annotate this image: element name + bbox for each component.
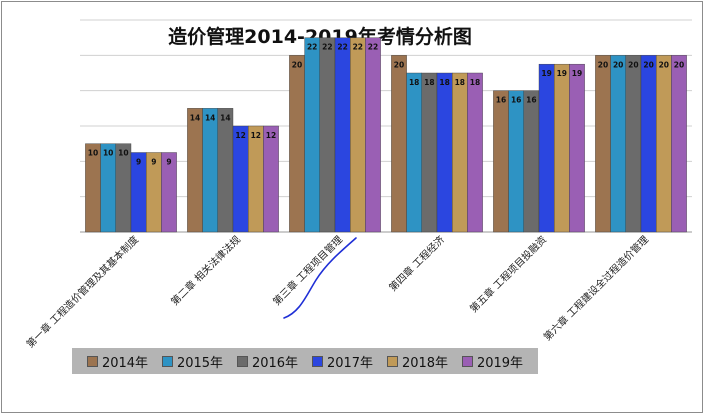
data-label: 16 xyxy=(496,96,506,105)
x-tick-label: 第四章 工程经济 xyxy=(386,233,447,294)
data-label: 14 xyxy=(205,113,215,122)
legend-label: 2017年 xyxy=(326,355,374,371)
data-label: 20 xyxy=(394,60,404,69)
bar xyxy=(640,55,657,233)
legend-swatch xyxy=(161,355,173,367)
bar xyxy=(554,63,570,233)
legend-item: 2016年 xyxy=(236,352,299,371)
data-label: 20 xyxy=(628,60,638,69)
data-label: 22 xyxy=(337,43,347,52)
data-label: 9 xyxy=(151,158,156,167)
data-label: 19 xyxy=(541,69,551,78)
bar xyxy=(656,55,672,233)
data-label: 12 xyxy=(251,131,261,140)
data-label: 12 xyxy=(235,131,245,140)
bar xyxy=(263,125,279,233)
bar xyxy=(350,37,366,233)
bar xyxy=(319,37,336,233)
data-label: 18 xyxy=(409,78,419,87)
bar xyxy=(569,63,585,233)
bar xyxy=(406,72,423,233)
data-label: 10 xyxy=(118,149,128,158)
data-label: 19 xyxy=(557,69,567,78)
data-label: 20 xyxy=(613,60,623,69)
bar xyxy=(493,90,509,233)
data-label: 22 xyxy=(353,43,363,52)
x-tick-label: 第二章 相关法律法规 xyxy=(168,233,243,308)
data-label: 22 xyxy=(322,43,332,52)
chart-title: 造价管理2014-2019年考情分析图 xyxy=(168,26,472,48)
bar xyxy=(289,55,305,233)
bar xyxy=(610,55,626,233)
data-label: 20 xyxy=(659,60,669,69)
data-label: 20 xyxy=(674,60,684,69)
bar xyxy=(334,37,351,233)
bar xyxy=(232,125,249,233)
legend-item: 2014年 xyxy=(86,352,149,371)
bar xyxy=(247,125,264,233)
bar xyxy=(421,72,438,233)
legend-item: 2018年 xyxy=(386,352,449,371)
bar xyxy=(217,108,234,233)
bar xyxy=(625,55,642,233)
legend-label: 2018年 xyxy=(401,355,449,371)
legend-swatch xyxy=(86,355,98,367)
data-label: 16 xyxy=(526,96,536,105)
legend-item: 2017年 xyxy=(311,352,374,371)
legend-swatch xyxy=(311,355,323,367)
x-tick-label: 第一章 工程造价管理及其基本制度 xyxy=(24,233,142,351)
bar xyxy=(365,37,381,233)
data-label: 14 xyxy=(220,113,230,122)
data-label: 22 xyxy=(307,43,317,52)
bar xyxy=(391,55,407,233)
bar xyxy=(187,108,203,233)
data-label: 18 xyxy=(455,78,465,87)
bar xyxy=(595,55,611,233)
data-label: 20 xyxy=(598,60,608,69)
legend-label: 2014年 xyxy=(101,355,149,371)
hand-drawn-underline xyxy=(283,237,357,319)
data-label: 18 xyxy=(424,78,434,87)
data-label: 18 xyxy=(470,78,480,87)
bar xyxy=(671,55,687,233)
data-label: 9 xyxy=(166,158,171,167)
bar xyxy=(452,72,468,233)
bar xyxy=(538,63,555,233)
x-tick-label: 第三章 工程项目管理 xyxy=(270,233,345,308)
legend-label: 2016年 xyxy=(251,355,299,371)
legend-label: 2015年 xyxy=(176,355,224,371)
bar xyxy=(523,90,540,233)
bar xyxy=(467,72,483,233)
chart-legend: 2014年 2015年 2016年 2017年 2018年 2019年 xyxy=(72,348,538,374)
data-label: 10 xyxy=(103,149,113,158)
x-tick-label: 第六章 工程建设全过程造价管理 xyxy=(541,233,651,343)
data-label: 19 xyxy=(572,69,582,78)
data-label: 20 xyxy=(643,60,653,69)
legend-swatch xyxy=(461,355,473,367)
bar xyxy=(508,90,525,233)
data-label: 20 xyxy=(292,60,302,69)
bar xyxy=(161,152,177,233)
data-label: 10 xyxy=(88,149,98,158)
data-label: 14 xyxy=(190,113,200,122)
legend-swatch xyxy=(386,355,398,367)
bar xyxy=(202,108,219,233)
legend-item: 2015年 xyxy=(161,352,224,371)
data-label: 9 xyxy=(136,158,141,167)
legend-item: 2019年 xyxy=(461,352,524,371)
legend-label: 2019年 xyxy=(476,355,524,371)
legend-swatch xyxy=(236,355,248,367)
data-label: 12 xyxy=(266,131,276,140)
data-label: 22 xyxy=(368,43,378,52)
data-label: 16 xyxy=(511,96,521,105)
data-label: 18 xyxy=(439,78,449,87)
bar xyxy=(304,37,321,233)
x-tick-label: 第五章 工程项目投融资 xyxy=(467,233,549,315)
bar xyxy=(436,72,453,233)
